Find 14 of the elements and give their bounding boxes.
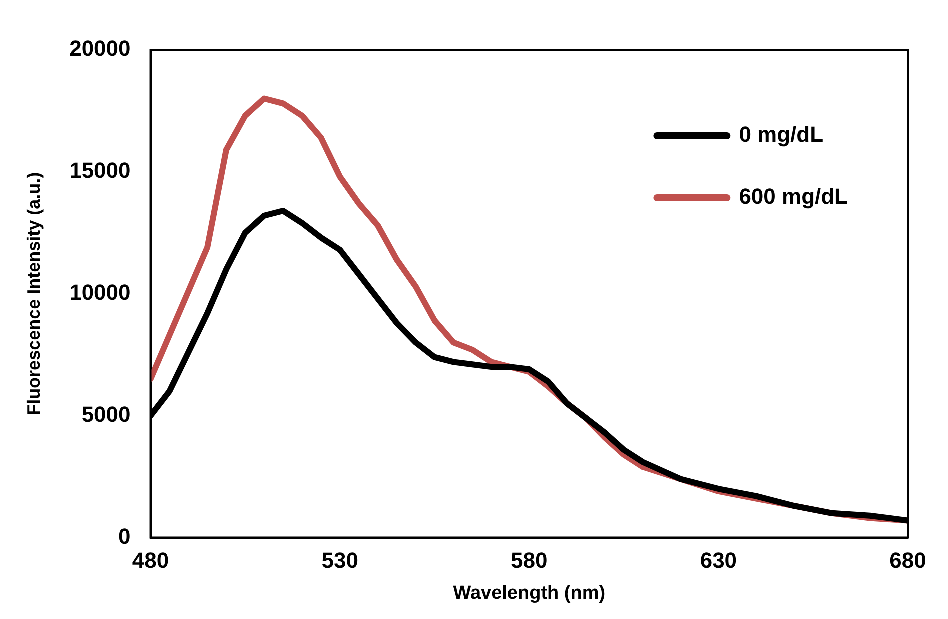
- legend-label: 0 mg/dL: [739, 122, 824, 148]
- x-axis-title: Wavelength (nm): [453, 582, 606, 604]
- y-tick-label: 5000: [82, 402, 131, 427]
- x-tick-label: 530: [322, 548, 358, 574]
- y-tick-label: 20000: [70, 36, 131, 62]
- y-tick-label: 10000: [70, 280, 131, 305]
- y-axis-title: Fluorescence Intensity (a.u.): [24, 172, 44, 416]
- x-tick-label: 580: [511, 548, 548, 574]
- x-tick-label: 480: [132, 548, 170, 574]
- legend-label: 600 mg/dL: [739, 184, 848, 210]
- x-tick-label: 680: [890, 548, 926, 574]
- y-tick-label: 0: [118, 524, 131, 549]
- x-tick-label: 630: [700, 548, 738, 574]
- y-tick-label: 15000: [70, 158, 131, 184]
